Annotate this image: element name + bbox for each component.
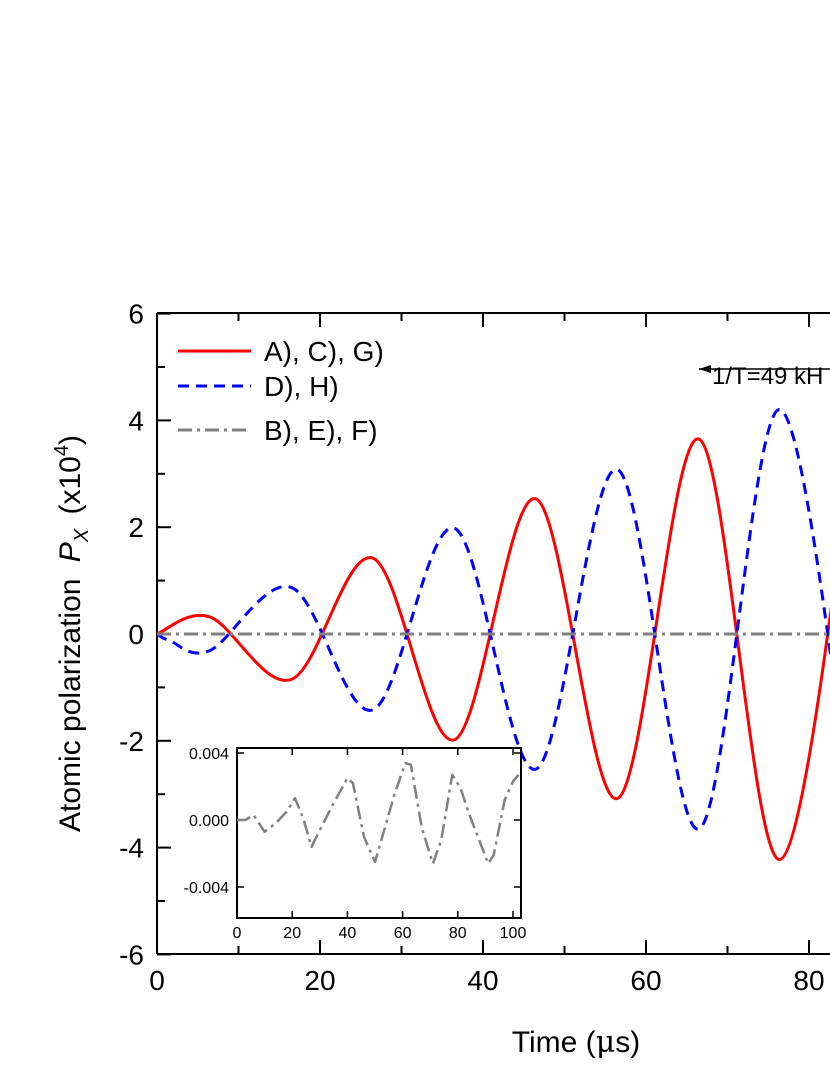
x-axis-unit: μ [596, 1025, 616, 1060]
inset-x-tick-label: 20 [283, 925, 301, 942]
y-tick-label: -6 [119, 939, 144, 970]
period-annotation: 1/T=49 kH [712, 363, 823, 390]
main-series [157, 408, 830, 861]
inset-ticks: 0 20 40 60 80 100 0.004 0.000 -0.004 [184, 746, 527, 942]
inset-y-tick-label: 0.004 [189, 746, 229, 763]
x-tick-label: 40 [467, 965, 498, 996]
y-tick-label: 0 [128, 619, 144, 650]
y-tick-label: -4 [119, 833, 144, 864]
inset-series [237, 761, 520, 865]
inset-y-tick-label: 0.000 [189, 813, 229, 830]
legend-label-1: A), C), G) [264, 336, 384, 367]
y-axis-unit-close: ) [54, 435, 87, 445]
x-axis-title-text: Time ( [512, 1026, 596, 1059]
y-tick-label: -2 [119, 726, 144, 757]
inset-x-tick-label: 60 [394, 925, 412, 942]
legend: A), C), G) D), H) B), E), F) [178, 336, 384, 446]
y-tick-label: 4 [128, 405, 144, 436]
x-tick-label: 0 [149, 965, 165, 996]
inset-y-tick-label: -0.004 [184, 880, 229, 897]
y-tick-label: 6 [128, 299, 144, 330]
y-axis-symbol: P [54, 542, 87, 562]
inset-x-tick-label: 100 [500, 925, 527, 942]
x-tick-label: 60 [630, 965, 661, 996]
y-tick-label: 2 [128, 512, 144, 543]
x-axis-title-tail: s) [615, 1026, 640, 1059]
x-axis-title: Time (μs) [512, 1025, 640, 1060]
y-axis-unit-exponent: 4 [51, 445, 73, 456]
x-tick-label: 20 [304, 965, 335, 996]
y-axis-title: Atomic polarization PX (x104) [51, 435, 95, 832]
y-axis-subscript: X [71, 528, 93, 543]
inset-x-tick-label: 0 [233, 925, 242, 942]
series-line-1 [157, 437, 830, 861]
y-axis-title-text: Atomic polarization [54, 579, 87, 832]
inset-background [236, 747, 522, 919]
inset-series-line [237, 761, 520, 865]
legend-label-3: B), E), F) [264, 415, 378, 446]
inset-x-tick-label: 40 [339, 925, 357, 942]
series-line-2 [157, 408, 830, 831]
x-tick-label: 80 [793, 965, 824, 996]
y-axis-unit-open: (x10 [54, 456, 87, 514]
legend-label-2: D), H) [264, 371, 339, 402]
inset-x-tick-label: 80 [449, 925, 467, 942]
